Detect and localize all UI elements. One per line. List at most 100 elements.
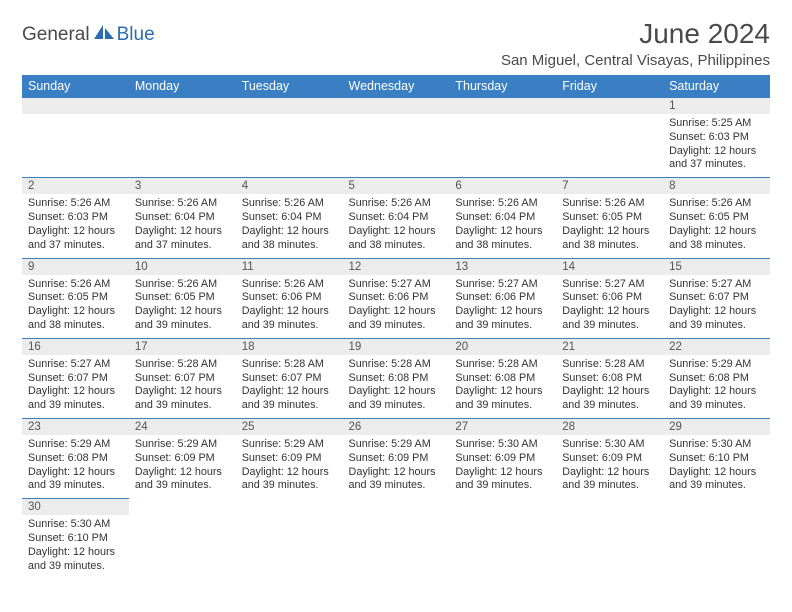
sunset-line: Sunset: 6:06 PM xyxy=(455,291,550,305)
day-content-cell: Sunrise: 5:29 AMSunset: 6:08 PMDaylight:… xyxy=(22,435,129,499)
sunset-line: Sunset: 6:06 PM xyxy=(349,291,444,305)
day-content-cell: Sunrise: 5:26 AMSunset: 6:05 PMDaylight:… xyxy=(663,194,770,258)
title-block: June 2024 San Miguel, Central Visayas, P… xyxy=(501,18,770,69)
brand-text-general: General xyxy=(22,24,90,46)
sunrise-line: Sunrise: 5:29 AM xyxy=(242,438,337,452)
weekday-header: Sunday xyxy=(22,75,129,98)
day-content-cell: Sunrise: 5:28 AMSunset: 6:07 PMDaylight:… xyxy=(129,355,236,419)
weekday-header: Monday xyxy=(129,75,236,98)
sunset-line: Sunset: 6:04 PM xyxy=(242,211,337,225)
daylight-line: Daylight: 12 hours and 39 minutes. xyxy=(28,546,123,574)
weekday-header: Friday xyxy=(556,75,663,98)
daylight-line: Daylight: 12 hours and 39 minutes. xyxy=(455,466,550,494)
day-content-cell xyxy=(343,114,450,178)
day-content-row: Sunrise: 5:29 AM Sunset: 6:08 PM Daylight:… xyxy=(22,435,770,499)
day-number-cell xyxy=(449,98,556,115)
sunrise-line: Sunrise: 5:26 AM xyxy=(28,278,123,292)
weekday-header: Tuesday xyxy=(236,75,343,98)
sunset-line: Sunset: 6:08 PM xyxy=(28,452,123,466)
sunrise-line: Sunrise: 5:26 AM xyxy=(28,197,123,211)
day-number-row: 16171819202122 xyxy=(22,338,770,355)
day-number-cell: 28 xyxy=(556,419,663,436)
daylight-line: Daylight: 12 hours and 39 minutes. xyxy=(562,466,657,494)
daylight-line: Daylight: 12 hours and 38 minutes. xyxy=(242,225,337,253)
day-content-cell: Sunrise: 5:29 AMSunset: 6:08 PMDaylight:… xyxy=(663,355,770,419)
sunrise-line: Sunrise: 5:25 AM xyxy=(669,117,764,131)
daylight-line: Daylight: 12 hours and 39 minutes. xyxy=(135,466,230,494)
daylight-line: Daylight: 12 hours and 37 minutes. xyxy=(135,225,230,253)
day-content-row: Sunrise: 5:27 AMSunset: 6:07 PMDaylight:… xyxy=(22,355,770,419)
day-number-cell xyxy=(449,499,556,516)
sunrise-line: Sunrise: 5:30 AM xyxy=(669,438,764,452)
day-content-cell: Sunrise: 5:29 AMSunset: 6:09 PMDaylight:… xyxy=(236,435,343,499)
sunset-line: Sunset: 6:09 PM xyxy=(135,452,230,466)
sunrise-line: Sunrise: 5:26 AM xyxy=(349,197,444,211)
sunrise-line: Sunrise: 5:27 AM xyxy=(28,358,123,372)
daylight-line: Daylight: 12 hours and 39 minutes. xyxy=(242,305,337,333)
sunrise-line: Sunrise: 5:28 AM xyxy=(455,358,550,372)
day-content-cell: Sunrise: 5:26 AMSunset: 6:05 PMDaylight:… xyxy=(22,275,129,339)
day-content-cell: Sunrise: 5:28 AMSunset: 6:08 PMDaylight:… xyxy=(556,355,663,419)
sunrise-line: Sunrise: 5:27 AM xyxy=(349,278,444,292)
day-number-cell: 3 xyxy=(129,178,236,195)
daylight-line: Daylight: 12 hours and 39 minutes. xyxy=(669,385,764,413)
sunrise-line: Sunrise: 5:27 AM xyxy=(669,278,764,292)
day-content-cell: Sunrise: 5:26 AMSunset: 6:04 PMDaylight:… xyxy=(236,194,343,258)
day-number-cell: 17 xyxy=(129,338,236,355)
day-content-cell xyxy=(556,114,663,178)
day-content-cell xyxy=(343,515,450,578)
day-content-cell: Sunrise: 5:27 AMSunset: 6:06 PMDaylight:… xyxy=(556,275,663,339)
sunrise-line: Sunrise: 5:27 AM xyxy=(562,278,657,292)
day-number-cell: 7 xyxy=(556,178,663,195)
daylight-line: Daylight: 12 hours and 39 minutes. xyxy=(349,385,444,413)
day-number-cell: 2 xyxy=(22,178,129,195)
daylight-line: Daylight: 12 hours and 38 minutes. xyxy=(669,225,764,253)
sunrise-line: Sunrise: 5:28 AM xyxy=(242,358,337,372)
daylight-line: Daylight: 12 hours and 37 minutes. xyxy=(28,225,123,253)
sunset-line: Sunset: 6:04 PM xyxy=(135,211,230,225)
day-number-row: 2345678 xyxy=(22,178,770,195)
day-content-cell: Sunrise: 5:26 AMSunset: 6:05 PMDaylight:… xyxy=(129,275,236,339)
day-number-cell xyxy=(22,98,129,115)
day-number-cell: 24 xyxy=(129,419,236,436)
day-content-cell: Sunrise: 5:28 AMSunset: 6:08 PMDaylight:… xyxy=(343,355,450,419)
day-number-cell xyxy=(556,98,663,115)
day-number-cell: 23 xyxy=(22,419,129,436)
day-content-cell: Sunrise: 5:27 AMSunset: 6:07 PMDaylight:… xyxy=(22,355,129,419)
sunrise-line: Sunrise: 5:29 AM xyxy=(135,438,230,452)
sunset-line: Sunset: 6:06 PM xyxy=(242,291,337,305)
sunset-line: Sunset: 6:06 PM xyxy=(562,291,657,305)
sunset-line: Sunset: 6:03 PM xyxy=(669,131,764,145)
day-content-row: Sunrise: 5:30 AMSunset: 6:10 PMDaylight:… xyxy=(22,515,770,578)
location-subtitle: San Miguel, Central Visayas, Philippines xyxy=(501,52,770,69)
day-content-cell xyxy=(449,515,556,578)
day-content-cell: Sunrise: 5:26 AMSunset: 6:04 PMDaylight:… xyxy=(129,194,236,258)
weekday-header: Saturday xyxy=(663,75,770,98)
day-content-cell xyxy=(663,515,770,578)
day-content-cell: Sunrise: 5:29 AMSunset: 6:09 PMDaylight:… xyxy=(129,435,236,499)
day-content-cell: Sunrise: 5:27 AMSunset: 6:07 PMDaylight:… xyxy=(663,275,770,339)
day-content-row: Sunrise: 5:25 AMSunset: 6:03 PMDaylight:… xyxy=(22,114,770,178)
sunset-line: Sunset: 6:05 PM xyxy=(562,211,657,225)
day-number-cell xyxy=(129,499,236,516)
sunset-line: Sunset: 6:10 PM xyxy=(28,532,123,546)
daylight-line: Daylight: 12 hours and 39 minutes. xyxy=(349,466,444,494)
day-content-cell: Sunrise: 5:28 AMSunset: 6:08 PMDaylight:… xyxy=(449,355,556,419)
day-content-cell: Sunrise: 5:26 AMSunset: 6:06 PMDaylight:… xyxy=(236,275,343,339)
sunrise-line: Sunrise: 5:26 AM xyxy=(455,197,550,211)
day-number-row: 30 xyxy=(22,499,770,516)
day-content-cell: Sunrise: 5:26 AMSunset: 6:04 PMDaylight:… xyxy=(343,194,450,258)
day-number-cell: 15 xyxy=(663,258,770,275)
day-number-cell: 5 xyxy=(343,178,450,195)
day-content-cell: Sunrise: 5:25 AMSunset: 6:03 PMDaylight:… xyxy=(663,114,770,178)
sunset-line: Sunset: 6:05 PM xyxy=(135,291,230,305)
sunset-line: Sunset: 6:08 PM xyxy=(669,372,764,386)
brand-logo: General Blue xyxy=(22,24,155,46)
sunset-line: Sunset: 6:08 PM xyxy=(349,372,444,386)
weekday-header: Wednesday xyxy=(343,75,450,98)
day-number-cell: 1 xyxy=(663,98,770,115)
day-number-row: 9101112131415 xyxy=(22,258,770,275)
daylight-line: Daylight: 12 hours and 39 minutes. xyxy=(242,466,337,494)
sunrise-line: Sunrise: 5:29 AM xyxy=(349,438,444,452)
day-content-cell xyxy=(129,114,236,178)
